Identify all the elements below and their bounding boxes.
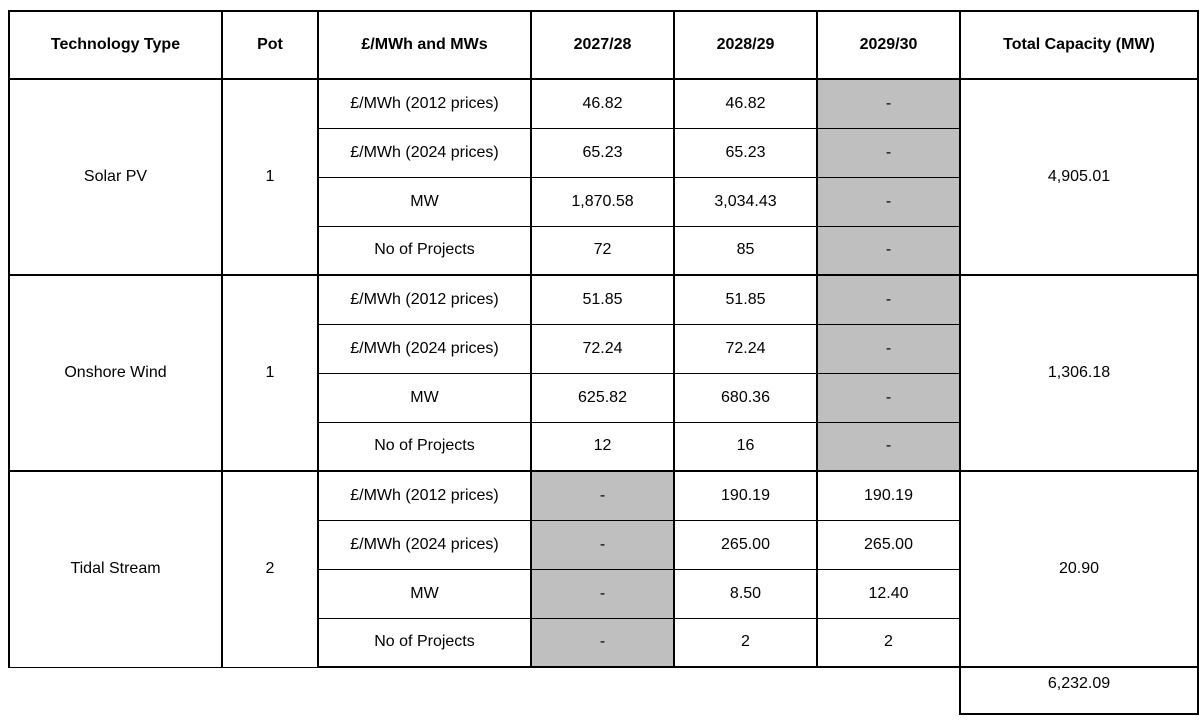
metric-label-cell: MW xyxy=(317,568,532,619)
value-cell: 72.24 xyxy=(673,323,818,374)
table-row: No of Projects - 2 2 xyxy=(9,617,1198,668)
shaded-dash-cell: - xyxy=(816,78,961,129)
cfd-results-table: Technology Type Pot £/MWh and MWs 2027/2… xyxy=(8,10,1199,715)
pot-cell-onshore-wind: 1 xyxy=(221,274,319,472)
shaded-dash-cell: - xyxy=(530,568,675,619)
metric-label-cell: No of Projects xyxy=(317,617,532,668)
table-row: Onshore Wind 1 £/MWh (2012 prices) 51.85… xyxy=(8,274,1199,472)
column-header-technology-type: Technology Type xyxy=(8,10,223,80)
shaded-dash-cell: - xyxy=(530,617,675,668)
metric-label-cell: £/MWh (2024 prices) xyxy=(317,519,532,570)
technology-cell-solar-pv: Solar PV xyxy=(8,78,223,276)
total-capacity-cell-solar-pv: 4,905.01 xyxy=(959,78,1199,276)
metric-label-cell: £/MWh (2012 prices) xyxy=(317,274,532,325)
grand-total-row: 6,232.09 xyxy=(9,666,1199,715)
grand-total-cell: 6,232.09 xyxy=(959,666,1199,715)
table-row: No of Projects 12 16 - xyxy=(9,421,1198,472)
value-cell: 625.82 xyxy=(530,372,675,423)
header-row: Technology Type Pot £/MWh and MWs 2027/2… xyxy=(8,10,1199,80)
column-header-2028-29: 2028/29 xyxy=(673,10,818,80)
pot-cell-tidal-stream: 2 xyxy=(221,470,319,668)
metric-label-cell: £/MWh (2012 prices) xyxy=(317,470,532,521)
value-cell: 51.85 xyxy=(673,274,818,325)
shaded-dash-cell: - xyxy=(816,372,961,423)
value-cell: 3,034.43 xyxy=(673,176,818,227)
column-header-price-and-mw: £/MWh and MWs xyxy=(317,10,532,80)
technology-cell-onshore-wind: Onshore Wind xyxy=(8,274,223,472)
table-row: £/MWh (2024 prices) 72.24 72.24 - xyxy=(9,323,1198,374)
value-cell: 72.24 xyxy=(530,323,675,374)
value-cell: 16 xyxy=(673,421,818,472)
table-row: Tidal Stream 2 £/MWh (2012 prices) - 190… xyxy=(8,470,1199,668)
metric-label-cell: £/MWh (2024 prices) xyxy=(317,127,532,178)
value-cell: 85 xyxy=(673,225,818,276)
column-header-pot: Pot xyxy=(221,10,319,80)
value-cell: 265.00 xyxy=(673,519,818,570)
metric-label-cell: MW xyxy=(317,176,532,227)
value-cell: 190.19 xyxy=(816,470,961,521)
metric-label-cell: No of Projects xyxy=(317,421,532,472)
column-header-total-capacity: Total Capacity (MW) xyxy=(959,10,1199,80)
table-row: Solar PV 1 £/MWh (2012 prices) 46.82 46.… xyxy=(8,78,1199,276)
column-header-2027-28: 2027/28 xyxy=(530,10,675,80)
total-capacity-cell-tidal-stream: 20.90 xyxy=(959,470,1199,668)
metric-label-cell: £/MWh (2012 prices) xyxy=(317,78,532,129)
shaded-dash-cell: - xyxy=(816,176,961,227)
table-row: £/MWh (2024 prices) 65.23 65.23 - xyxy=(9,127,1198,178)
table-row: MW 1,870.58 3,034.43 - xyxy=(9,176,1198,227)
metric-label-cell: No of Projects xyxy=(317,225,532,276)
metric-label-cell: £/MWh (2024 prices) xyxy=(317,323,532,374)
shaded-dash-cell: - xyxy=(816,225,961,276)
value-cell: 51.85 xyxy=(530,274,675,325)
value-cell: 65.23 xyxy=(530,127,675,178)
metric-label-cell: MW xyxy=(317,372,532,423)
value-cell: 2 xyxy=(673,617,818,668)
value-cell: 65.23 xyxy=(673,127,818,178)
shaded-dash-cell: - xyxy=(530,519,675,570)
value-cell: 12 xyxy=(530,421,675,472)
shaded-dash-cell: - xyxy=(816,421,961,472)
value-cell: 1,870.58 xyxy=(530,176,675,227)
shaded-dash-cell: - xyxy=(816,274,961,325)
technology-cell-tidal-stream: Tidal Stream xyxy=(8,470,223,668)
table-row: No of Projects 72 85 - xyxy=(9,225,1198,276)
shaded-dash-cell: - xyxy=(816,127,961,178)
value-cell: 46.82 xyxy=(530,78,675,129)
value-cell: 2 xyxy=(816,617,961,668)
column-header-2029-30: 2029/30 xyxy=(816,10,961,80)
shaded-dash-cell: - xyxy=(530,470,675,521)
value-cell: 190.19 xyxy=(673,470,818,521)
pot-cell-solar-pv: 1 xyxy=(221,78,319,276)
value-cell: 680.36 xyxy=(673,372,818,423)
empty-spacer xyxy=(9,666,961,714)
value-cell: 12.40 xyxy=(816,568,961,619)
table-row: MW 625.82 680.36 - xyxy=(9,372,1198,423)
value-cell: 72 xyxy=(530,225,675,276)
table-row: £/MWh (2024 prices) - 265.00 265.00 xyxy=(9,519,1198,570)
table-row: MW - 8.50 12.40 xyxy=(9,568,1198,619)
shaded-dash-cell: - xyxy=(816,323,961,374)
total-capacity-cell-onshore-wind: 1,306.18 xyxy=(959,274,1199,472)
value-cell: 46.82 xyxy=(673,78,818,129)
value-cell: 8.50 xyxy=(673,568,818,619)
value-cell: 265.00 xyxy=(816,519,961,570)
